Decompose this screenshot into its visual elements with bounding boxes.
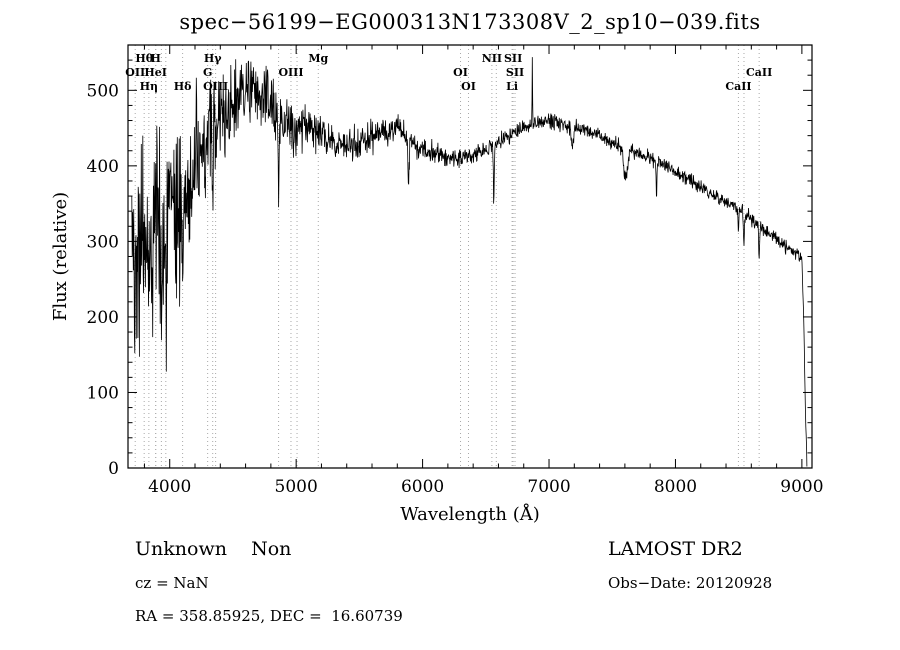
spectral-line-label: OIII (203, 80, 228, 93)
spectral-line-label: CaII (746, 66, 772, 79)
x-axis-label: Wavelength (Å) (400, 503, 540, 525)
x-tick-label: 5000 (275, 477, 318, 497)
classification-label: Unknown Non (135, 538, 292, 560)
spectral-line-label: OI (453, 66, 468, 79)
spectrum-path (131, 57, 808, 467)
y-axis-label: Flux (relative) (50, 192, 71, 321)
spectral-line-label: G (203, 66, 212, 79)
ra-dec: RA = 358.85925, DEC = 16.60739 (135, 607, 403, 625)
y-tick-label: 200 (87, 308, 119, 328)
spectral-line-label: CaII (725, 80, 751, 93)
spectral-line-markers (134, 45, 760, 468)
spectral-line-label: HeI (144, 66, 167, 79)
y-tick-label: 500 (87, 81, 119, 101)
spectral-line-label: Hθ (135, 52, 153, 65)
spectral-line-label: Hδ (174, 80, 192, 93)
x-tick-label: 8000 (654, 477, 697, 497)
y-tick-label: 300 (87, 232, 119, 252)
obs-date: Obs−Date: 20120928 (608, 574, 773, 592)
spectral-line-label: NII (482, 52, 502, 65)
plot-title: spec−56199−EG000313N173308V_2_sp10−039.f… (179, 10, 761, 34)
spectral-line-label: Mg (308, 52, 328, 65)
x-tick-label: 6000 (401, 477, 444, 497)
x-tick-label: 9000 (780, 477, 823, 497)
survey-label: LAMOST DR2 (608, 538, 743, 560)
spectral-line-label: SII (506, 66, 524, 79)
x-tick-label: 4000 (148, 477, 191, 497)
spectral-line-label: SII (504, 52, 522, 65)
y-tick-label: 0 (108, 459, 119, 479)
spectral-line-label: Hη (140, 80, 158, 93)
spectral-line-label: H (150, 52, 160, 65)
spectral-line-label: OI (461, 80, 476, 93)
spectral-line-label: OII (125, 66, 145, 79)
spectral-line-label: OIII (278, 66, 303, 79)
axis-ticks (128, 44, 812, 469)
spectral-line-label: Hγ (204, 52, 222, 65)
y-tick-label: 400 (87, 157, 119, 177)
cz-value: cz = NaN (135, 574, 209, 592)
y-tick-label: 100 (87, 383, 119, 403)
x-tick-label: 7000 (527, 477, 570, 497)
spectral-line-label: Li (506, 80, 518, 93)
